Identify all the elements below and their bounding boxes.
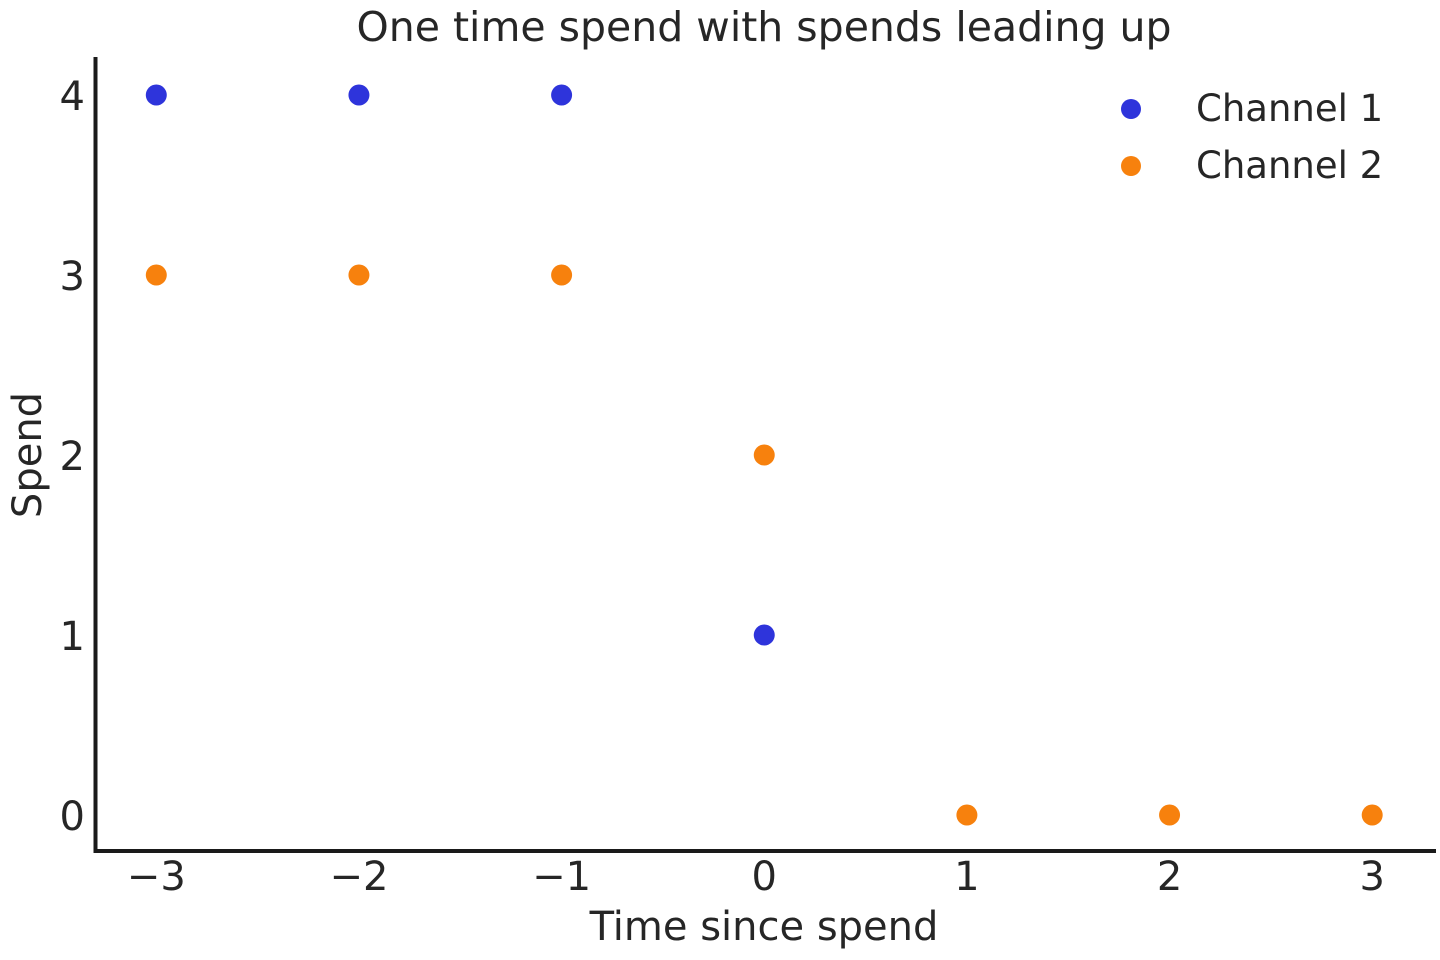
x-tick-label: −3 xyxy=(127,854,186,900)
data-point-series-2 xyxy=(551,264,573,286)
x-tick-label: −1 xyxy=(532,854,591,900)
y-tick-label: 3 xyxy=(60,254,85,300)
y-tick-label: 4 xyxy=(60,74,85,120)
x-tick-label: −2 xyxy=(329,854,388,900)
data-point-series-1 xyxy=(145,84,167,106)
data-point-series-2 xyxy=(145,264,167,286)
x-tick-label: 3 xyxy=(1359,854,1384,900)
data-point-series-2 xyxy=(1159,804,1181,826)
y-tick-label: 0 xyxy=(60,794,85,840)
legend-label: Channel 2 xyxy=(1196,144,1384,187)
chart-title: One time spend with spends leading up xyxy=(356,3,1172,51)
legend-label: Channel 1 xyxy=(1196,87,1384,130)
data-point-series-2 xyxy=(1361,804,1383,826)
x-axis-label: Time since spend xyxy=(589,904,939,950)
legend: Channel 1 Channel 2 xyxy=(1121,80,1383,194)
data-point-series-2 xyxy=(956,804,978,826)
data-point-series-1 xyxy=(348,84,370,106)
x-tick-label: 2 xyxy=(1157,854,1182,900)
legend-marker-dot xyxy=(1121,155,1141,176)
legend-item: Channel 1 xyxy=(1121,80,1383,137)
data-point-series-1 xyxy=(551,84,573,106)
data-point-series-1 xyxy=(753,624,775,646)
y-axis-label: Spend xyxy=(5,391,51,519)
data-point-series-2 xyxy=(753,444,775,466)
legend-marker-dot xyxy=(1121,98,1141,119)
x-tick-label: 1 xyxy=(954,854,979,900)
y-tick-label: 2 xyxy=(60,434,85,480)
data-point-series-2 xyxy=(348,264,370,286)
legend-item: Channel 2 xyxy=(1121,137,1383,194)
y-tick-label: 1 xyxy=(60,614,85,660)
x-tick-label: 0 xyxy=(752,854,777,900)
